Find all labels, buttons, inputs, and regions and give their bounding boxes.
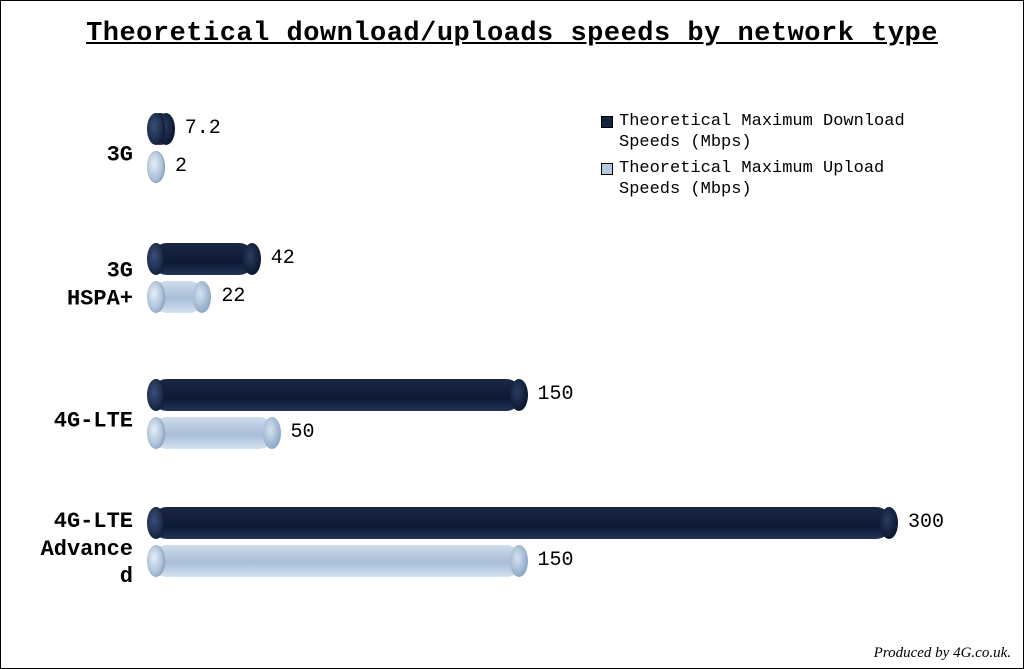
legend-label: Theoretical Maximum Download Speeds (Mbp… bbox=[619, 111, 905, 154]
legend-item-upload: Theoretical Maximum Upload Speeds (Mbps) bbox=[601, 158, 905, 201]
row-4g_lte: 4G-LTE15050 bbox=[151, 379, 971, 463]
value-label: 2 bbox=[175, 155, 187, 178]
value-label: 50 bbox=[291, 421, 315, 444]
row-4g_lte_a: 4G-LTE Advance d300150 bbox=[151, 507, 971, 591]
value-label: 22 bbox=[221, 285, 245, 308]
chart-frame: Theoretical download/uploads speeds by n… bbox=[0, 0, 1024, 669]
legend-item-download: Theoretical Maximum Download Speeds (Mbp… bbox=[601, 111, 905, 154]
bar-upload bbox=[151, 545, 522, 577]
bar-download bbox=[151, 113, 169, 145]
bar-upload bbox=[151, 417, 275, 449]
category-label: 4G-LTE Advance d bbox=[41, 508, 133, 591]
bar-upload bbox=[151, 151, 159, 183]
legend: Theoretical Maximum Download Speeds (Mbp… bbox=[601, 111, 905, 204]
value-label: 7.2 bbox=[185, 117, 221, 140]
value-label: 150 bbox=[538, 383, 574, 406]
category-label: 4G-LTE bbox=[54, 407, 133, 435]
category-label: 3G HSPA+ bbox=[67, 258, 133, 313]
bar-download bbox=[151, 243, 255, 275]
category-label: 3G bbox=[107, 141, 133, 169]
chart-title: Theoretical download/uploads speeds by n… bbox=[1, 19, 1023, 49]
bar-download bbox=[151, 379, 522, 411]
bar-download bbox=[151, 507, 892, 539]
row-3g_hspa: 3G HSPA+4222 bbox=[151, 243, 971, 327]
value-label: 150 bbox=[538, 549, 574, 572]
legend-swatch bbox=[601, 163, 613, 175]
bar-upload bbox=[151, 281, 205, 313]
legend-swatch bbox=[601, 116, 613, 128]
legend-label: Theoretical Maximum Upload Speeds (Mbps) bbox=[619, 158, 884, 201]
credit-text: Produced by 4G.co.uk. bbox=[874, 645, 1011, 662]
value-label: 42 bbox=[271, 247, 295, 270]
value-label: 300 bbox=[908, 511, 944, 534]
